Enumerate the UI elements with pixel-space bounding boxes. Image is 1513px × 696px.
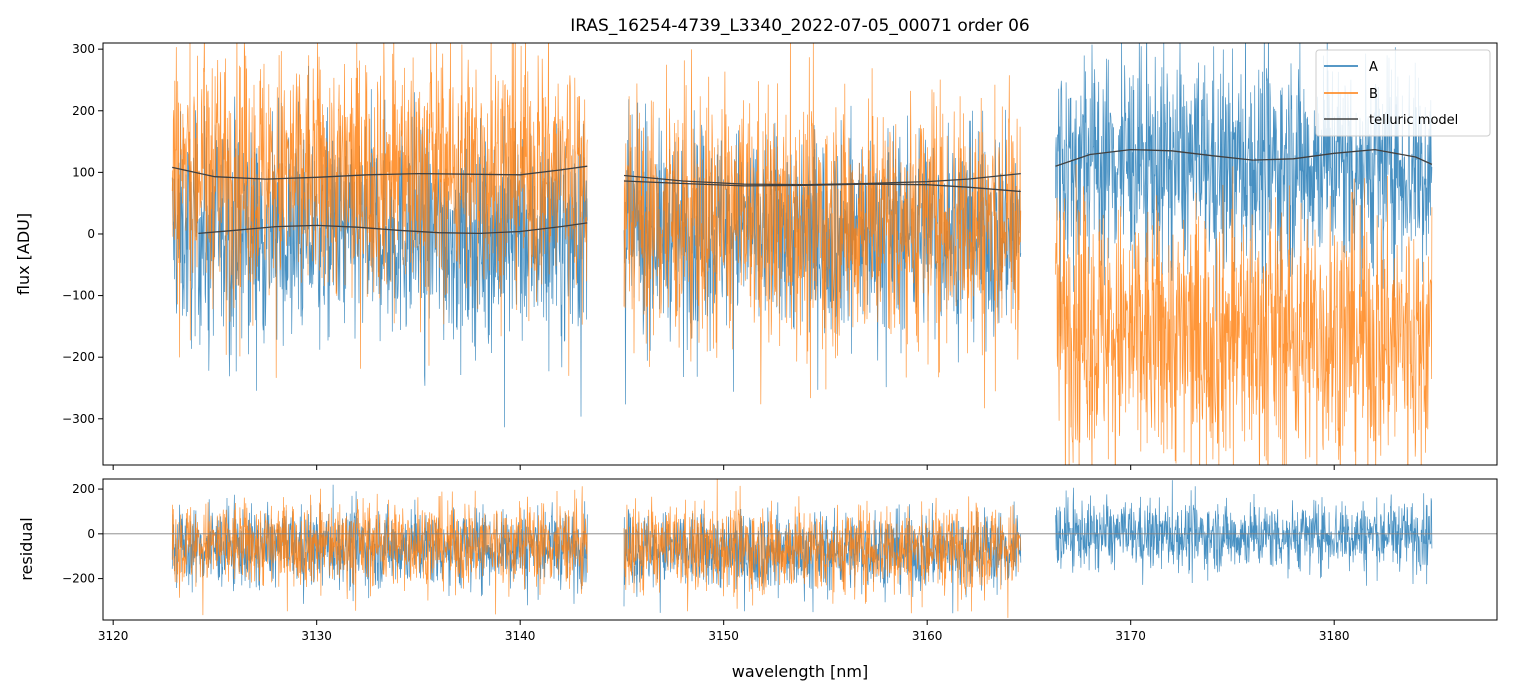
x-tick-label: 3180 — [1319, 629, 1350, 643]
chart-title: IRAS_16254-4739_L3340_2022-07-05_00071 o… — [570, 16, 1029, 36]
flux-y-tick-label: −300 — [62, 412, 95, 426]
telluric-model-segment-1-curve-2 — [198, 222, 588, 235]
flux-y-tick-label: 200 — [72, 104, 95, 118]
x-axis-label: wavelength [nm] — [732, 662, 869, 681]
residual-axes-frame — [102, 478, 1498, 621]
residual-series-b-segment-1 — [171, 486, 588, 616]
x-tick-label: 3130 — [301, 629, 332, 643]
residual-y-tick-label: 0 — [87, 527, 95, 541]
flux-series-b-segment-2 — [623, 43, 1022, 409]
flux-panel: −300 −200 −100 0 100 200 300 — [62, 42, 1498, 470]
legend-frame — [1315, 49, 1491, 137]
legend-label-telluric-model: telluric model — [1369, 113, 1458, 128]
flux-axis-label: flux [ADU] — [14, 213, 33, 295]
flux-y-tick-label: 0 — [87, 227, 95, 241]
flux-y-tick-label: −100 — [62, 289, 95, 303]
x-tick-label: 3150 — [708, 629, 739, 643]
flux-series-a-segment-3 — [1055, 43, 1433, 337]
residual-series-a-segment-3 — [1055, 480, 1433, 586]
legend-label-a: A — [1369, 60, 1378, 75]
x-tick-label: 3170 — [1115, 629, 1146, 643]
residual-series-b-segment-2 — [623, 479, 1022, 618]
flux-plot-area — [171, 43, 1433, 465]
flux-y-tick-label: −200 — [62, 350, 95, 364]
residual-y-tick-label: 200 — [72, 482, 95, 496]
residual-y-tick-label: −200 — [62, 572, 95, 586]
flux-series-b-segment-3 — [1055, 164, 1433, 465]
flux-axes-frame — [102, 42, 1498, 466]
x-tick-label: 3160 — [912, 629, 943, 643]
legend: A B telluric model — [1315, 49, 1491, 137]
telluric-model-segment-2-curve-2 — [623, 180, 1021, 193]
flux-y-tick-label: 100 — [72, 165, 95, 179]
flux-series-b-segment-1 — [171, 43, 588, 378]
x-tick-label: 3140 — [505, 629, 536, 643]
x-tick-label: 3120 — [98, 629, 129, 643]
telluric-model-segment-1-curve-1 — [172, 165, 588, 180]
residual-plot-area — [103, 479, 1497, 618]
telluric-model-segment-3-curve-1 — [1055, 148, 1433, 167]
legend-label-b: B — [1369, 87, 1378, 102]
residual-axis-label: residual — [17, 517, 36, 580]
flux-y-tick-label: 300 — [72, 42, 95, 56]
residual-panel: −200 0 200 3120 3130 3140 3150 3160 3170 3180 — [62, 478, 1498, 643]
